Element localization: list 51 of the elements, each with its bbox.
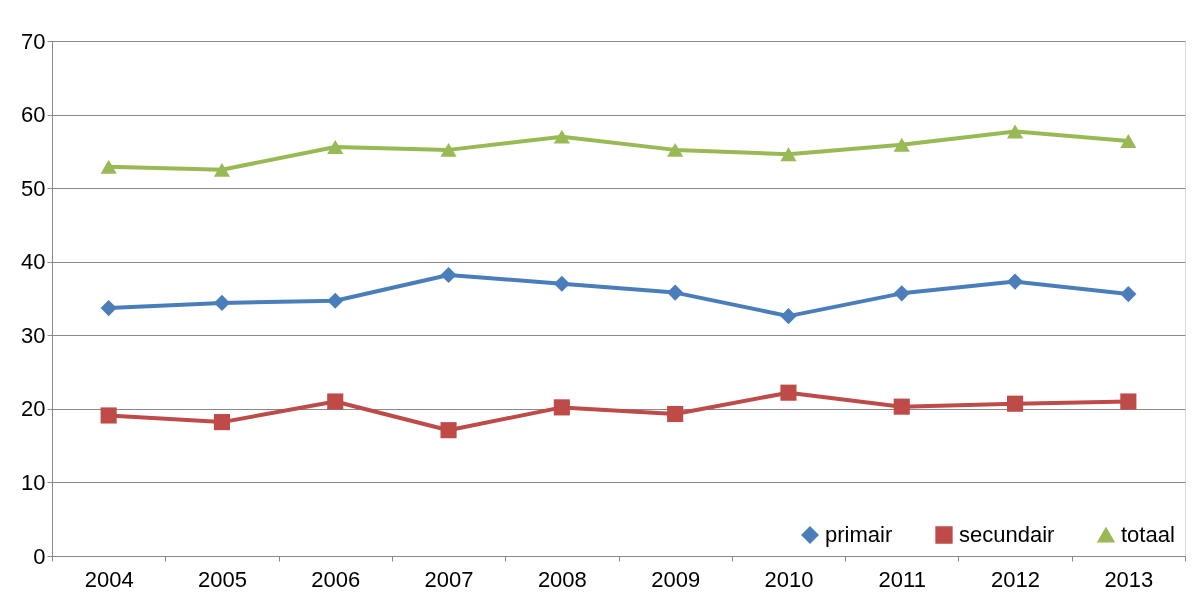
x-tick-label: 2008 xyxy=(537,566,587,592)
point xyxy=(1120,393,1137,410)
x-tick-label: 2012 xyxy=(991,566,1041,592)
point xyxy=(1120,286,1137,303)
point xyxy=(780,384,797,401)
y-tick-label: 0 xyxy=(33,543,46,569)
point xyxy=(1120,134,1137,149)
x-tick-label: 2009 xyxy=(651,566,701,592)
point xyxy=(1006,124,1024,139)
y-tick-label: 50 xyxy=(21,175,46,201)
x-tick-label: 2005 xyxy=(197,566,247,592)
point xyxy=(780,147,797,162)
point xyxy=(553,129,570,144)
point xyxy=(327,139,344,154)
point xyxy=(893,398,910,415)
point xyxy=(1006,395,1024,412)
legend-label: totaal xyxy=(1121,522,1175,547)
y-tick-label: 20 xyxy=(21,396,46,422)
y-tick-label: 70 xyxy=(21,28,46,54)
point xyxy=(213,414,231,431)
point xyxy=(327,393,344,410)
point xyxy=(553,399,570,416)
point xyxy=(100,407,117,424)
point xyxy=(213,162,231,177)
legend-label: secundair xyxy=(959,522,1055,547)
x-tick-label: 2010 xyxy=(764,566,814,592)
point xyxy=(780,308,797,325)
point xyxy=(1006,273,1024,290)
point xyxy=(327,292,344,309)
point xyxy=(213,294,231,311)
point xyxy=(440,266,457,284)
point xyxy=(893,285,910,302)
y-tick-label: 10 xyxy=(21,469,46,495)
legend-label: primair xyxy=(825,522,893,547)
point xyxy=(100,300,117,317)
point xyxy=(667,284,684,301)
x-tick-label: 2006 xyxy=(311,566,361,592)
point xyxy=(440,142,457,157)
point xyxy=(667,142,684,157)
point xyxy=(100,159,117,174)
x-tick-label: 2013 xyxy=(1104,566,1154,592)
point xyxy=(667,405,684,423)
y-tick-label: 60 xyxy=(21,102,46,128)
point xyxy=(553,275,570,292)
x-tick-label: 2007 xyxy=(424,566,474,592)
point xyxy=(440,422,457,439)
x-tick-label: 2004 xyxy=(84,566,134,592)
x-tick-label: 2011 xyxy=(878,566,926,592)
point xyxy=(893,137,910,152)
y-tick-label: 40 xyxy=(21,249,46,275)
y-tick-label: 30 xyxy=(21,322,46,348)
